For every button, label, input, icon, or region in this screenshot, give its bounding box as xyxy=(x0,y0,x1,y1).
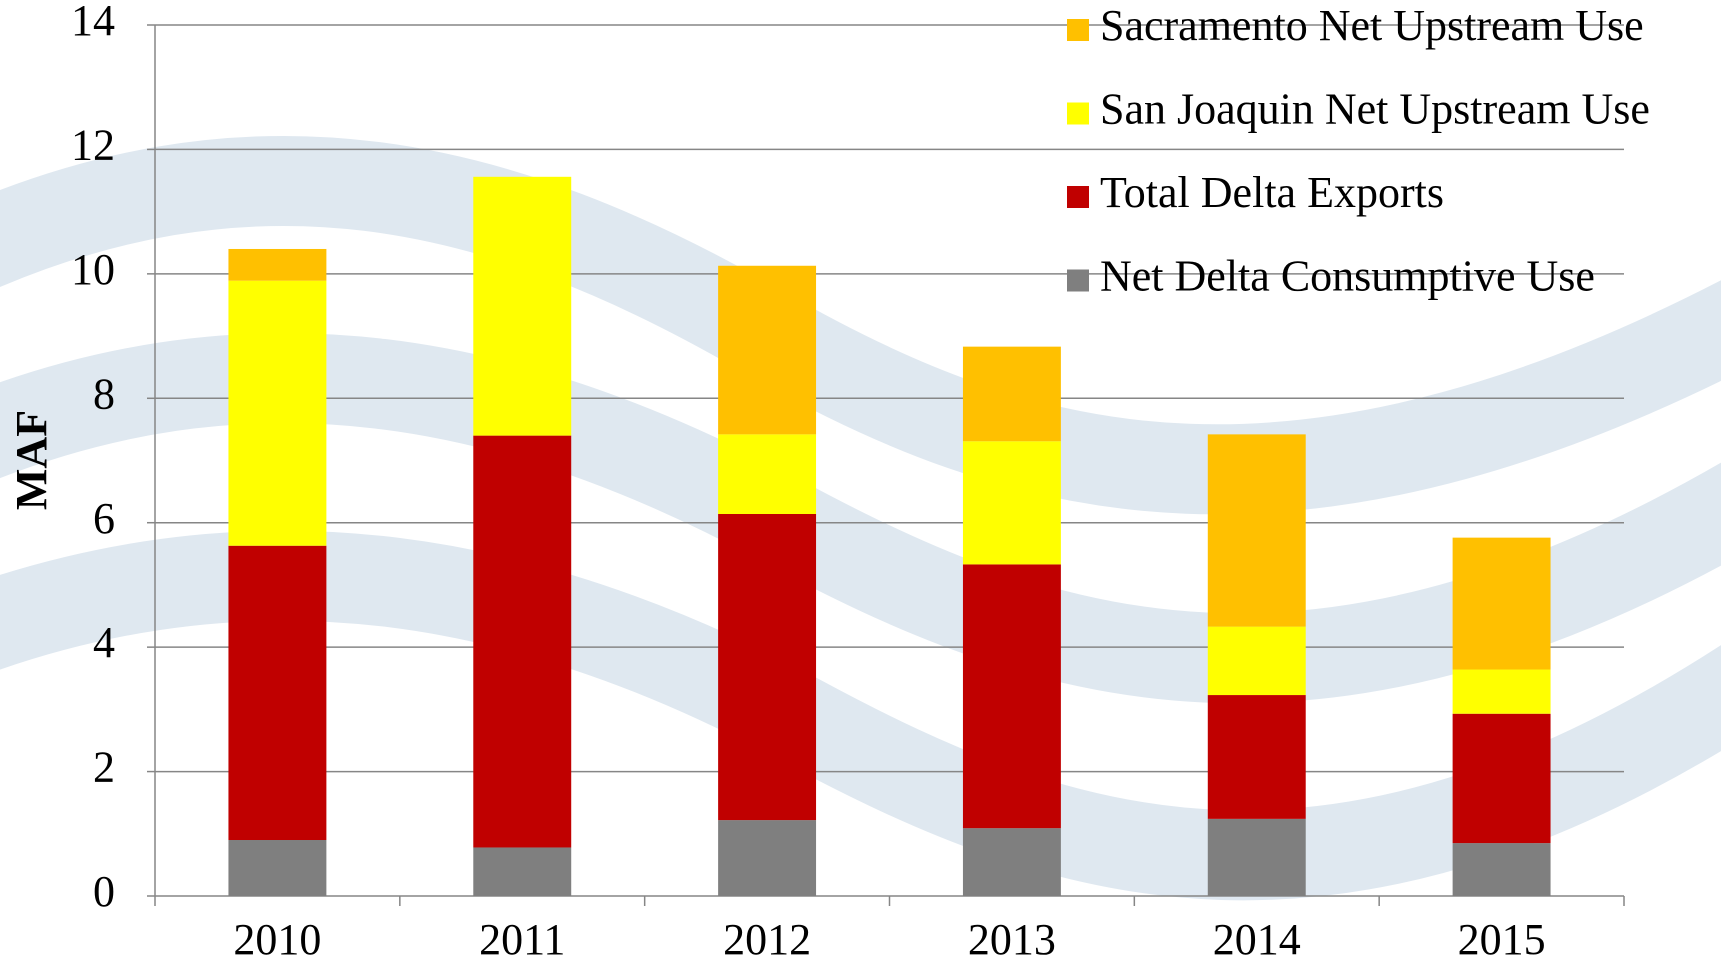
chart: MAF 0 2 4 6 8 10 12 14 2010 2011 2012 2013 2014 2015 N… xyxy=(0,0,1721,974)
legend-swatch xyxy=(1067,19,1089,41)
bar-segment xyxy=(228,249,326,281)
y-tick-label: 0 xyxy=(93,867,115,916)
legend-label: Net Delta Consumptive Use xyxy=(1100,252,1595,301)
bar-segment xyxy=(963,347,1061,442)
page: MAF 0 2 4 6 8 10 12 14 2010 2011 2012 2013 2014 2015 N… xyxy=(0,0,1721,974)
x-tick-label: 2015 xyxy=(1458,915,1546,964)
x-tick-label: 2012 xyxy=(723,915,811,964)
bar-segment xyxy=(1453,843,1551,896)
bar-segment xyxy=(718,434,816,514)
x-tick-label: 2010 xyxy=(233,915,321,964)
bar-segment xyxy=(473,847,571,896)
bar-segment xyxy=(718,514,816,820)
x-tick-label: 2014 xyxy=(1213,915,1301,964)
bar-segment xyxy=(473,177,571,436)
y-tick-label: 10 xyxy=(71,245,115,294)
legend-swatch xyxy=(1067,186,1089,208)
bar-segment xyxy=(1208,695,1306,819)
bar-segment xyxy=(228,840,326,896)
bar-segment xyxy=(1453,538,1551,670)
bar-segment xyxy=(1208,819,1306,896)
bar-segment xyxy=(1453,670,1551,714)
legend-swatch xyxy=(1067,270,1089,292)
bar-segment xyxy=(963,828,1061,896)
bar-segment xyxy=(1453,714,1551,843)
y-axis-label: MAF xyxy=(7,410,56,510)
x-tick-label: 2011 xyxy=(479,915,565,964)
legend-label: Total Delta Exports xyxy=(1100,168,1444,217)
bar-segment xyxy=(228,281,326,546)
y-tick-label: 14 xyxy=(71,0,115,45)
y-tick-label: 6 xyxy=(93,494,115,543)
y-tick-label: 2 xyxy=(93,743,115,792)
legend-label: Sacramento Net Upstream Use xyxy=(1100,1,1644,50)
bar-segment xyxy=(1208,434,1306,626)
bar-segment xyxy=(963,564,1061,828)
legend-label: San Joaquin Net Upstream Use xyxy=(1100,85,1650,134)
bar-segment xyxy=(228,546,326,840)
y-tick-label: 12 xyxy=(71,121,115,170)
y-tick-label: 4 xyxy=(93,618,115,667)
legend-swatch xyxy=(1067,103,1089,125)
y-tick-label: 8 xyxy=(93,369,115,418)
bar-segment xyxy=(718,266,816,435)
x-tick-label: 2013 xyxy=(968,915,1056,964)
bar-segment xyxy=(1208,627,1306,695)
bar-segment xyxy=(718,820,816,896)
bar-segment xyxy=(963,441,1061,564)
bar-segment xyxy=(473,436,571,848)
